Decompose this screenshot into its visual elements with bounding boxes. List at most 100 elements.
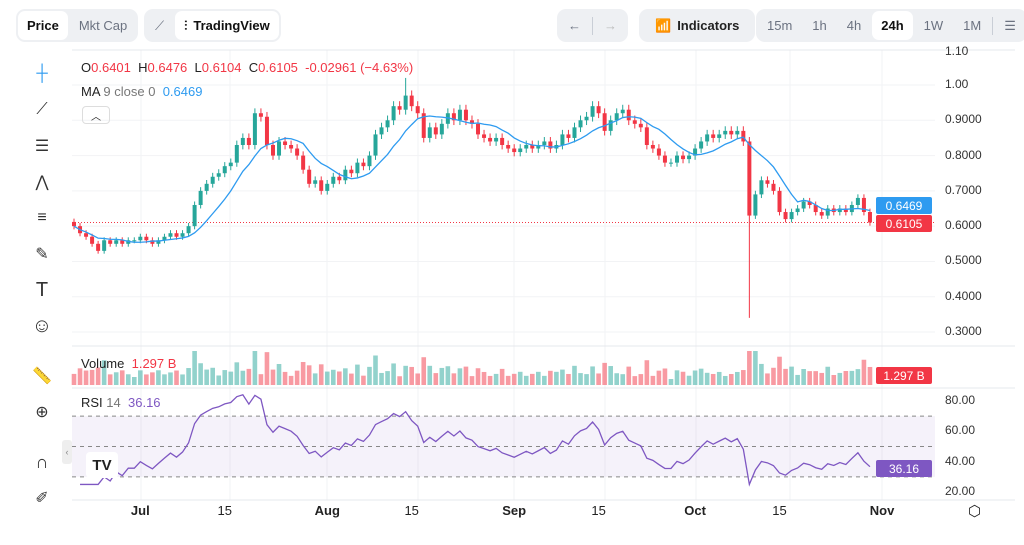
volume-bar <box>656 370 662 385</box>
fib-tool[interactable]: ☰ <box>28 132 56 160</box>
volume-bar <box>759 363 764 385</box>
redo-button[interactable]: → <box>595 11 626 40</box>
volume-bar <box>632 376 638 385</box>
candle-body <box>150 240 155 244</box>
candle-body <box>451 113 456 121</box>
volume-bar <box>252 351 258 385</box>
volume-bar <box>735 371 740 385</box>
time-axis-label: 15 <box>404 503 419 518</box>
volume-bar <box>475 368 481 385</box>
magnet-tool[interactable]: ∩ <box>28 448 56 476</box>
volume-bar <box>222 370 228 385</box>
text-tool[interactable]: T <box>28 276 56 304</box>
volume-bar <box>433 373 439 385</box>
candle-body <box>813 204 818 213</box>
magnet-icon: ∩ <box>35 451 49 472</box>
volume-bar <box>819 372 825 385</box>
candle-body <box>457 109 462 121</box>
mkt-cap-button[interactable]: Mkt Cap <box>78 18 128 33</box>
candle-body <box>584 116 589 121</box>
timeframe-group: 15m 1h 4h 24h 1W 1M ☰ <box>756 9 1024 42</box>
candle-body <box>325 183 330 191</box>
timeframe-1m[interactable]: 1M <box>963 18 982 33</box>
volume-bar <box>276 364 282 385</box>
candle-body <box>681 155 686 160</box>
timeframe-15m[interactable]: 15m <box>767 18 793 33</box>
brush-tool[interactable]: ✎ <box>28 240 56 268</box>
rsi-tag: 36.16 <box>876 460 932 477</box>
candle-body <box>723 130 728 135</box>
o-label: O <box>81 60 92 75</box>
candle-body <box>662 155 667 163</box>
indicators-button[interactable]: 📶 Indicators <box>641 11 753 40</box>
lock-drawings-tool[interactable]: ✐ <box>28 484 56 512</box>
volume-bar <box>349 373 354 385</box>
candle-body <box>234 144 239 163</box>
horizontal-lines-icon: ☰ <box>34 138 50 155</box>
trendline-tool[interactable]: ⟋ <box>28 96 56 124</box>
candle-body <box>102 240 107 251</box>
chart-type-toggle: ⟋ ⫶ TradingView <box>144 9 281 42</box>
volume-bar <box>620 374 626 385</box>
pattern-tool[interactable]: ⋀ <box>28 168 56 196</box>
candle-body <box>602 113 607 131</box>
volume-bar <box>747 351 752 385</box>
chart-settings-button[interactable]: ⬡ <box>968 502 981 520</box>
ohlc-legend: O0.6401 H0.6476 L0.6104 C0.6105 -0.02961… <box>81 60 413 75</box>
volume-bar <box>138 370 143 385</box>
candle-body <box>216 173 221 177</box>
collapse-legend-button[interactable]: ︿ <box>82 106 110 124</box>
candle-body <box>258 113 263 117</box>
timeframe-4h[interactable]: 4h <box>846 18 862 33</box>
volume-bar <box>517 371 523 385</box>
tradingview-logo[interactable]: TV <box>86 452 118 478</box>
undo-button[interactable]: ← <box>559 11 590 40</box>
volume-bar <box>722 375 728 385</box>
time-axis-label: 15 <box>591 503 606 518</box>
tradingview-button[interactable]: ⫶ TradingView <box>175 11 279 40</box>
volume-bar <box>216 375 222 385</box>
emoji-tool[interactable]: ☺ <box>28 312 56 340</box>
candle-body <box>367 155 372 167</box>
timeframe-1w[interactable]: 1W <box>923 18 944 33</box>
settings-button[interactable]: ☰ <box>995 11 1024 40</box>
collapse-toolbar-handle[interactable]: ‹ <box>62 440 72 464</box>
volume-bar <box>481 371 487 385</box>
rsi-band <box>72 416 935 477</box>
candle-body <box>668 162 673 164</box>
price-button[interactable]: Price <box>18 11 68 40</box>
volume-bar <box>511 373 517 385</box>
price-axis-label: 0.9000 <box>945 112 982 127</box>
candle-body <box>711 134 716 138</box>
forecast-tool[interactable]: ≡ <box>28 204 56 232</box>
candle-body <box>240 137 245 145</box>
candle-body <box>819 212 824 216</box>
candle-body <box>693 148 698 156</box>
timeframe-1h[interactable]: 1h <box>812 18 827 33</box>
volume-bar <box>330 369 336 385</box>
candle-body <box>494 137 499 142</box>
measure-tool[interactable]: 📏 <box>28 362 56 390</box>
line-chart-button[interactable]: ⟋ <box>146 11 173 40</box>
volume-bar <box>487 375 493 385</box>
crosshair-tool[interactable]: ┼ <box>28 60 56 88</box>
volume-bar <box>626 366 632 385</box>
candle-body <box>385 120 390 128</box>
timeframe-24h[interactable]: 24h <box>872 11 913 40</box>
candle-body <box>632 120 637 124</box>
candle-body <box>337 176 342 181</box>
candle-body <box>614 113 619 121</box>
candle-body <box>361 162 366 167</box>
rsi-params: 14 <box>106 395 121 410</box>
volume-bar <box>536 371 541 385</box>
candle-body <box>379 127 384 135</box>
zoom-tool[interactable]: ⊕ <box>28 398 56 426</box>
candle-body <box>620 109 625 114</box>
arrow-right-icon: → <box>604 18 617 33</box>
candle-body <box>295 148 300 156</box>
volume-bar <box>753 351 758 385</box>
low-value: 0.6104 <box>201 60 242 75</box>
volume-bar <box>843 371 849 385</box>
volume-bar <box>186 368 191 385</box>
